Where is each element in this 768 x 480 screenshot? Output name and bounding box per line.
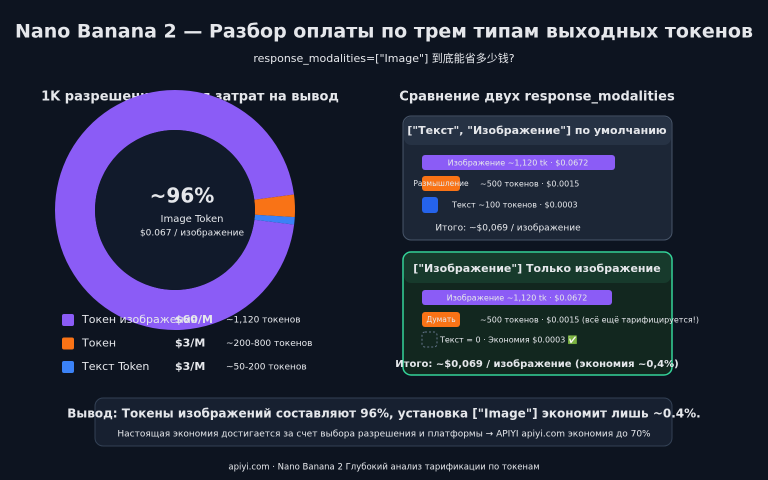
center-value: ~96%	[150, 184, 215, 208]
thinking-detail: ~500 токенов · $0.0015	[480, 180, 579, 189]
legend-swatch	[62, 337, 74, 350]
donut-hole	[95, 130, 255, 290]
donut-slice	[55, 89, 295, 330]
center-note: $0.067 / изображение	[140, 229, 245, 239]
image-bar	[422, 290, 612, 305]
image-bar-label: Изображение ~1,120 tk · $0.0672	[447, 294, 588, 303]
thinking-bar	[422, 312, 460, 327]
image-only-total: Итого: ~$0,069 / изображение (экономия ~…	[395, 358, 678, 370]
text-detail: Текст = 0 · Экономия $0.0003 ✅	[439, 335, 578, 345]
image-bar	[422, 155, 615, 170]
legend-label: Токен изображения	[81, 313, 197, 326]
title: Nano Banana 2 — Разбор оплаты по трем ти…	[15, 21, 753, 43]
thinking-bar	[422, 176, 460, 191]
image-only-title: ["Изображение"] Только изображение	[413, 262, 660, 275]
legend-price: $3/M	[175, 337, 205, 350]
default-box	[402, 115, 673, 241]
thinking-detail: ~500 токенов · $0.0015 (всё ещё тарифици…	[480, 316, 699, 325]
subtitle: response_modalities=["Image"] 到底能省多少钱?	[253, 51, 514, 65]
legend-swatch	[62, 361, 74, 373]
legend-price: $60/M	[175, 313, 213, 326]
footer: apiyi.com · Nano Banana 2 Глубокий анали…	[228, 463, 539, 473]
default-total: Итого: ~$0,069 / изображение	[435, 224, 581, 234]
legend-price: $3/M	[175, 360, 205, 373]
legend-tokens: ~50-200 токенов	[226, 363, 307, 373]
comparison-title: Сравнение двух response_modalities	[399, 90, 675, 105]
conclusion-note: Настоящая экономия достигается за счет в…	[117, 430, 651, 440]
image-bar-label: Изображение ~1,120 tk · $0.0672	[448, 159, 589, 168]
conclusion-box	[94, 397, 673, 447]
image-only-header	[404, 253, 671, 283]
donut-slice	[254, 194, 295, 218]
center-label: Image Token	[161, 214, 224, 225]
thinking-bar-label: Размышление	[413, 179, 469, 188]
default-header	[404, 117, 671, 145]
thinking-bar-label: Думать	[426, 315, 455, 324]
default-title: ["Текст", "Изображение"] по умолчанию	[407, 124, 666, 137]
text-bar-empty	[421, 331, 438, 348]
text-bar	[422, 197, 438, 213]
legend-swatch	[62, 314, 74, 326]
donut	[55, 89, 295, 330]
legend-tokens: ~200-800 токенов	[226, 339, 312, 349]
legend-tokens: ~1,120 токенов	[226, 316, 301, 326]
legend-label: Текст Token	[81, 360, 149, 373]
text-detail: Текст ~100 токенов · $0.0003	[451, 201, 578, 210]
legend: Токен изображения$60/M ~1,120 токенов Токе…	[62, 313, 312, 373]
conclusion-text: Вывод: Токены изображений составляют 96%…	[67, 407, 700, 421]
donut-slice	[254, 214, 295, 225]
legend-label: Токен	[81, 337, 116, 350]
